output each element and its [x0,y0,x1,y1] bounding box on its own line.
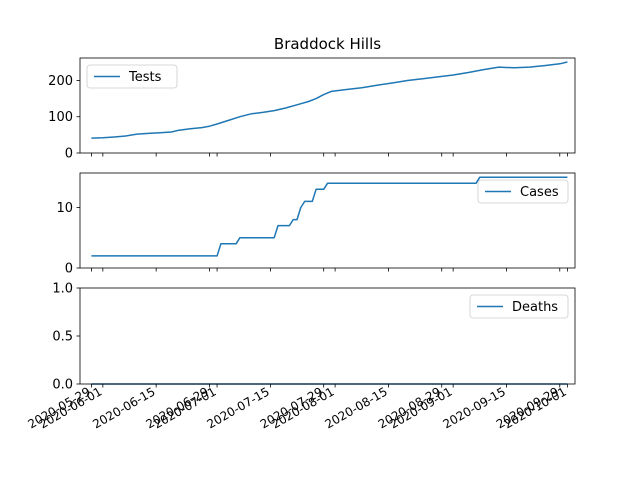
cases-y-tick-label: 0 [65,262,73,277]
tests-y-tick-label: 200 [48,74,73,89]
cases-series-line [91,176,568,257]
panels: 0 100 200 Tests 0 10 Cases 0.0 0.5 1.0 Deaths 2020-… [26,57,576,431]
deaths-legend-label: Deaths [512,300,558,315]
deaths-y-tick-label: 0.5 [52,330,73,345]
cases-axes-frame [79,172,576,269]
cases-panel: 0 10 Cases [56,172,576,277]
deaths-y-tick-label: 0.0 [52,378,73,393]
cases-legend-label: Cases [520,185,559,200]
x-tick-label: 2020-10-01 [501,384,568,431]
deaths-panel: 0.0 0.5 1.0 Deaths [52,282,576,393]
tests-series-line [91,61,568,139]
chart-title: Braddock Hills [274,35,381,53]
tests-y-tick-label: 100 [48,110,73,125]
x-tick-labels: 2020-05-292020-06-012020-06-152020-06-29… [26,384,569,431]
cases-legend-box [477,179,569,204]
cases-y-tick-label: 10 [56,201,73,216]
tests-axes-frame [79,57,576,154]
tests-legend-box [86,64,178,89]
tests-legend-label: Tests [128,70,162,85]
deaths-y-tick-label: 1.0 [52,282,73,297]
deaths-legend-box [469,294,569,319]
tests-panel: 0 100 200 Tests [48,57,576,162]
tests-y-tick-label: 0 [65,147,73,162]
